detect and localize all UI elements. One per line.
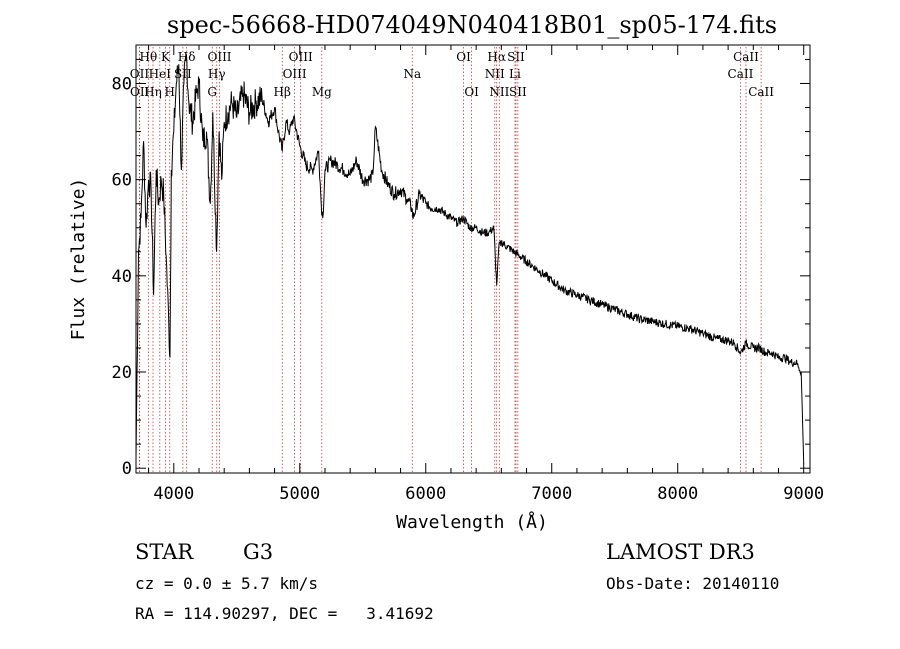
y-tick-label: 0 [122,459,132,479]
line-label: Hγ [208,67,226,81]
spectrum-chart: spec-56668-HD074049N040418B01_sp05-174.f… [68,11,824,533]
line-label: SII [507,50,525,64]
line-label: OIII [207,50,231,64]
line-label: Mg [312,85,332,99]
x-tick-label: 8000 [657,484,698,504]
line-label: H [165,85,175,99]
line-label: HeI [149,67,172,81]
y-tick-label: 20 [112,363,132,383]
line-label: G [207,85,217,99]
plot-frame [135,44,811,474]
line-label: OI [456,50,471,64]
x-tick-label: 4000 [153,484,194,504]
object-subclass: G3 [243,540,274,564]
line-label: CaII [748,85,774,99]
coordinates-readout: RA = 114.90297, DEC = 3.41692 [135,604,434,623]
y-tick-label: 40 [112,267,132,287]
chart-title: spec-56668-HD074049N040418B01_sp05-174.f… [167,11,777,39]
line-label: CaII [733,50,759,64]
line-label: NII [489,85,509,99]
survey-label: LAMOST DR3 [606,540,755,564]
object-class: STAR [135,540,194,564]
y-tick-label: 60 [112,171,132,191]
line-label: OIII [289,50,313,64]
flux-series [135,54,805,464]
y-tick-label: 80 [112,74,132,94]
line-label: SII [509,85,527,99]
line-label: Li [509,67,521,81]
line-label: Hβ [274,85,291,99]
line-label: OIII [283,67,307,81]
line-label: NII [485,67,505,81]
x-tick-label: 7000 [531,484,572,504]
line-label: Hη [144,85,162,99]
obs-date-readout: Obs-Date: 20140110 [606,574,780,593]
redshift-readout: cz = 0.0 ± 5.7 km/s [135,574,319,593]
line-label: Na [403,67,421,81]
line-label: OII [130,85,150,99]
line-label: Hθ [139,50,157,64]
x-tick-label: 6000 [405,484,446,504]
x-tick-label: 9000 [783,484,824,504]
line-label: K [161,50,171,64]
line-label: CaII [728,67,754,81]
x-axis-label: Wavelength (Å) [396,511,548,533]
line-label: Hα [487,50,506,64]
line-label: OII [130,67,150,81]
line-label: OI [464,85,479,99]
y-axis-label: Flux (relative) [68,178,89,341]
x-tick-label: 5000 [279,484,320,504]
